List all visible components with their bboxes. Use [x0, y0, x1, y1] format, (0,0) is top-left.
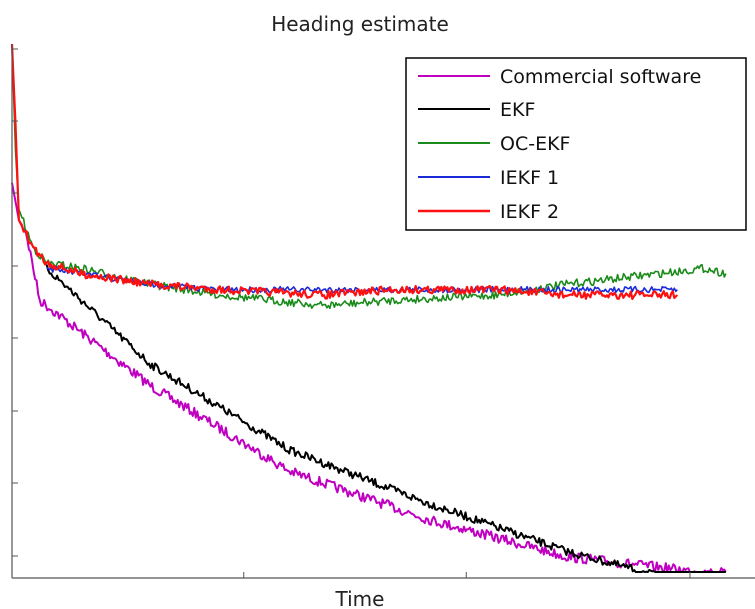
chart-title: Heading estimate — [271, 12, 449, 36]
legend-label: Commercial software — [500, 66, 701, 88]
legend: Commercial software EKF OC-EKF IEKF 1 IEKF 2 — [405, 57, 747, 231]
series-line-commercial-software — [11, 182, 727, 573]
legend-label: OC-EKF — [500, 133, 570, 155]
x-axis-label: Time — [335, 587, 385, 609]
legend-label: IEKF 2 — [500, 201, 559, 223]
legend-label: IEKF 1 — [500, 167, 559, 189]
series-line-iekf-1 — [46, 266, 678, 294]
series-line-iekf-2 — [10, 43, 679, 300]
axis-ticks — [12, 48, 691, 578]
legend-label: EKF — [500, 99, 535, 121]
series-line-ekf — [45, 264, 726, 573]
plot-area — [10, 43, 727, 573]
legend-box — [405, 57, 747, 231]
